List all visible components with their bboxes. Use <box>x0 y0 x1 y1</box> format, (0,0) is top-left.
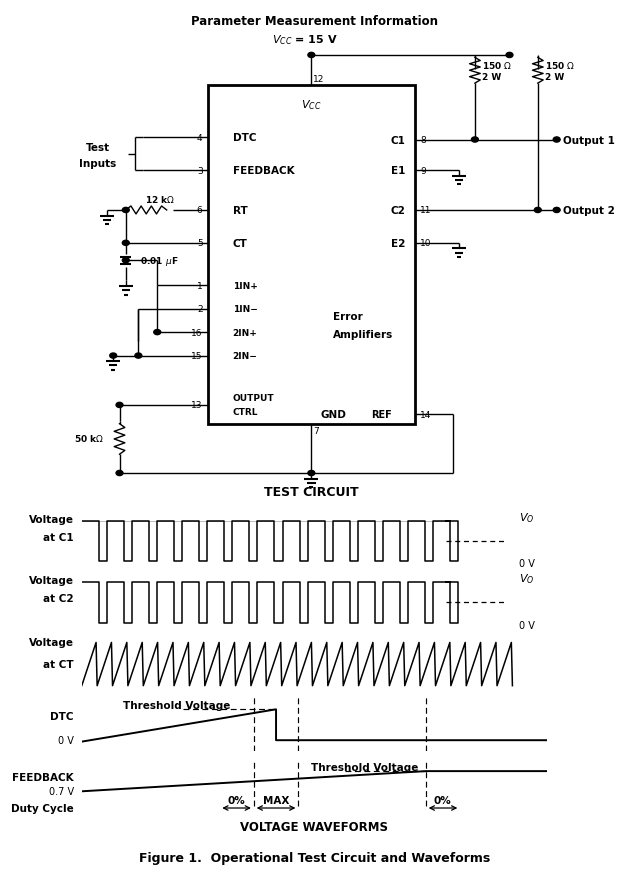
Text: 5: 5 <box>197 239 203 248</box>
Circle shape <box>123 208 130 213</box>
Text: 4: 4 <box>197 133 203 142</box>
Text: 0 V: 0 V <box>58 736 74 745</box>
Text: 8: 8 <box>420 136 426 145</box>
Text: RT: RT <box>233 206 247 216</box>
Text: $V_{CC}$: $V_{CC}$ <box>301 98 321 112</box>
Text: REF: REF <box>371 410 392 420</box>
Text: CTRL: CTRL <box>233 408 259 417</box>
Text: $V_{CC}$ = 15 V: $V_{CC}$ = 15 V <box>272 33 338 47</box>
Text: 12 k$\Omega$: 12 k$\Omega$ <box>145 194 175 204</box>
Circle shape <box>123 241 130 246</box>
Text: 15: 15 <box>191 352 203 360</box>
Text: GND: GND <box>320 410 347 420</box>
Text: 0 V: 0 V <box>519 620 535 630</box>
Text: 9: 9 <box>420 167 426 175</box>
Text: MAX: MAX <box>263 795 289 804</box>
Text: Test: Test <box>86 142 109 153</box>
Text: 2IN−: 2IN− <box>233 352 257 360</box>
Circle shape <box>535 208 542 213</box>
Text: Voltage: Voltage <box>29 575 74 586</box>
Circle shape <box>308 53 315 59</box>
Text: Output 2: Output 2 <box>563 206 615 216</box>
Text: E2: E2 <box>391 239 406 248</box>
Text: Parameter Measurement Information: Parameter Measurement Information <box>191 15 438 28</box>
Text: Inputs: Inputs <box>79 159 116 168</box>
Text: 150 $\Omega$: 150 $\Omega$ <box>482 60 513 71</box>
Bar <box>208 86 415 424</box>
Text: DTC: DTC <box>50 711 74 722</box>
Text: Threshold Voltage: Threshold Voltage <box>311 762 419 772</box>
Text: at C1: at C1 <box>43 532 74 542</box>
Text: 2IN+: 2IN+ <box>233 328 258 338</box>
Text: 16: 16 <box>191 328 203 338</box>
Text: VOLTAGE WAVEFORMS: VOLTAGE WAVEFORMS <box>240 821 389 833</box>
Text: 0.01 $\mu$F: 0.01 $\mu$F <box>140 254 178 267</box>
Text: 1: 1 <box>197 282 203 290</box>
Text: Voltage: Voltage <box>29 638 74 648</box>
Text: $V_O$: $V_O$ <box>519 510 534 524</box>
Text: E1: E1 <box>391 166 406 175</box>
Text: 50 k$\Omega$: 50 k$\Omega$ <box>74 432 104 444</box>
Circle shape <box>554 138 560 143</box>
Circle shape <box>154 330 161 335</box>
Circle shape <box>116 471 123 476</box>
Text: 13: 13 <box>191 401 203 410</box>
Text: Error: Error <box>333 311 363 321</box>
Text: TEST CIRCUIT: TEST CIRCUIT <box>264 486 359 499</box>
Text: at C2: at C2 <box>43 594 74 603</box>
Text: OUTPUT: OUTPUT <box>233 394 274 403</box>
Circle shape <box>506 53 513 59</box>
Text: Threshold Voltage: Threshold Voltage <box>123 701 231 710</box>
Text: Duty Cycle: Duty Cycle <box>11 803 74 813</box>
Text: 0%: 0% <box>228 795 245 804</box>
Text: 12: 12 <box>313 75 325 84</box>
Text: 14: 14 <box>420 410 431 419</box>
Text: 2 W: 2 W <box>482 73 502 82</box>
Circle shape <box>123 259 130 263</box>
Text: 11: 11 <box>420 206 431 215</box>
Circle shape <box>110 353 117 359</box>
Text: 1IN−: 1IN− <box>233 304 257 314</box>
Text: CT: CT <box>233 239 248 248</box>
Text: at CT: at CT <box>43 660 74 669</box>
Circle shape <box>135 353 142 359</box>
Text: 6: 6 <box>197 206 203 215</box>
Text: FEEDBACK: FEEDBACK <box>233 166 294 175</box>
Circle shape <box>472 138 479 143</box>
Text: Output 1: Output 1 <box>563 135 615 146</box>
Text: 0 V: 0 V <box>519 559 535 568</box>
Circle shape <box>554 208 560 213</box>
Text: 150 $\Omega$: 150 $\Omega$ <box>545 60 576 71</box>
Text: 7: 7 <box>313 426 319 436</box>
Text: $V_O$: $V_O$ <box>519 572 534 586</box>
Text: C2: C2 <box>391 206 406 216</box>
Text: 0%: 0% <box>434 795 452 804</box>
Text: Figure 1.  Operational Test Circuit and Waveforms: Figure 1. Operational Test Circuit and W… <box>139 852 490 864</box>
Text: FEEDBACK: FEEDBACK <box>12 772 74 782</box>
Text: 2: 2 <box>197 304 203 314</box>
Text: 3: 3 <box>197 167 203 175</box>
Text: 0.7 V: 0.7 V <box>48 787 74 796</box>
Text: Voltage: Voltage <box>29 514 74 524</box>
Circle shape <box>308 471 315 476</box>
Text: Amplifiers: Amplifiers <box>333 330 394 340</box>
Text: 2 W: 2 W <box>545 73 565 82</box>
Text: DTC: DTC <box>233 133 256 143</box>
Text: 1IN+: 1IN+ <box>233 282 258 290</box>
Text: C1: C1 <box>391 135 406 146</box>
Text: 10: 10 <box>420 239 431 248</box>
Circle shape <box>116 403 123 408</box>
